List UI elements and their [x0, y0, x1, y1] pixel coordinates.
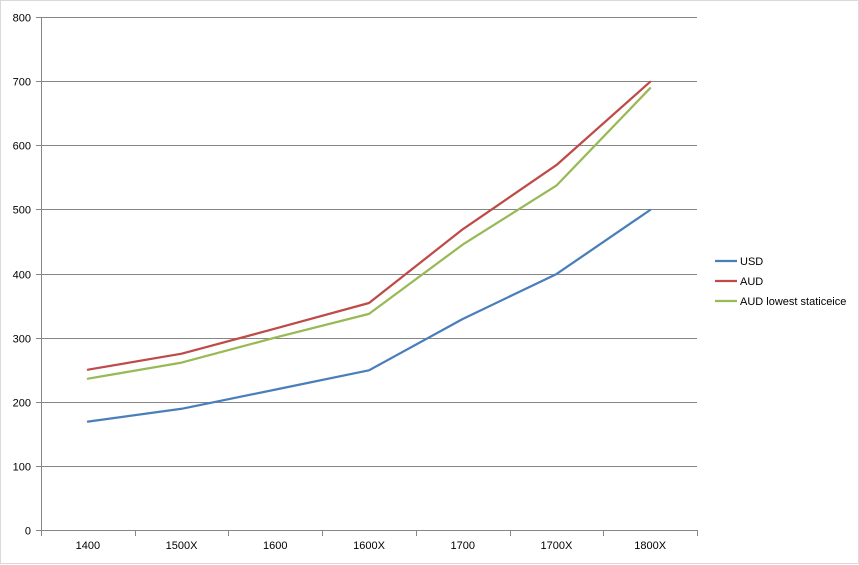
axes	[36, 17, 698, 536]
y-axis-tick-labels: 0 100 200 300 400 500 600 700 800	[13, 13, 31, 538]
y-tick-label: 800	[13, 13, 31, 25]
legend-label: USD	[740, 256, 763, 268]
y-tick-label: 100	[13, 462, 31, 474]
y-tick-label: 500	[13, 205, 31, 217]
y-tick-label: 700	[13, 77, 31, 89]
y-tick-label: 600	[13, 141, 31, 153]
y-tick-label: 400	[13, 270, 31, 282]
gridlines	[41, 17, 697, 467]
x-tick-label: 1800X	[634, 540, 666, 552]
y-tick-label: 0	[25, 526, 31, 538]
x-tick-label: 1400	[76, 540, 100, 552]
series-lines	[86, 80, 652, 423]
legend-label: AUD lowest staticeice	[740, 296, 846, 308]
x-tick-label: 1600	[263, 540, 287, 552]
series-line-usd	[86, 208, 652, 423]
x-tick-label: 1700X	[541, 540, 573, 552]
x-tick-label: 1700	[450, 540, 474, 552]
series-line-aud-lowest-staticeice	[86, 87, 652, 380]
y-tick-label: 300	[13, 334, 31, 346]
legend: USD AUD AUD lowest staticeice	[715, 256, 846, 308]
x-axis-tick-labels: 1400 1500X 1600 1600X 1700 1700X 1800X	[76, 540, 667, 552]
series-line-aud	[86, 80, 652, 371]
x-tick-label: 1500X	[166, 540, 198, 552]
legend-label: AUD	[740, 276, 763, 288]
y-tick-label: 200	[13, 398, 31, 410]
x-tick-label: 1600X	[353, 540, 385, 552]
